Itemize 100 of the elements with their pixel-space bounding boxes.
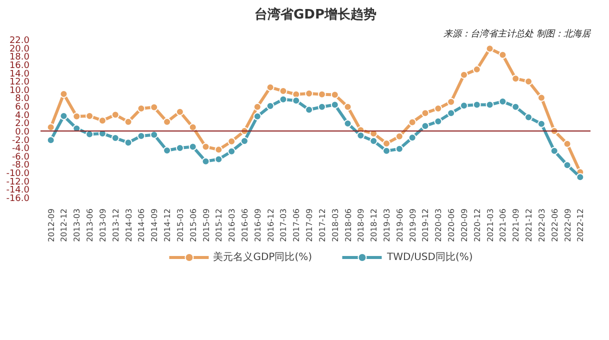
y-tick-label: -6.0	[12, 152, 30, 162]
point	[330, 90, 339, 99]
point	[253, 102, 262, 111]
x-tick-label: 2016-03	[228, 208, 237, 242]
point	[460, 102, 468, 110]
x-tick-label: 2020-03	[434, 208, 444, 242]
x-tick-label: 2014-09	[150, 208, 160, 242]
x-tick-label: 2018-03	[330, 208, 340, 242]
point	[382, 139, 391, 148]
point	[279, 95, 288, 104]
point	[150, 103, 158, 112]
x-tick-label: 2022-03	[537, 208, 546, 242]
point	[524, 113, 533, 122]
point	[228, 147, 236, 156]
point	[330, 100, 339, 109]
y-tick-label: -12.0	[6, 177, 30, 188]
x-tick-label: 2014-06	[137, 208, 146, 242]
point	[434, 117, 442, 126]
point	[240, 136, 248, 145]
x-tick-label: 2022-06	[550, 208, 560, 242]
point	[382, 146, 391, 155]
y-tick-label: 12.0	[9, 78, 30, 88]
x-tick-label: 2019-03	[382, 208, 392, 242]
legend-label: TWD/USD同比(%)	[387, 250, 473, 264]
point	[408, 118, 416, 126]
y-tick-label: 14.0	[9, 69, 30, 80]
x-tick-label: 2017-03	[279, 208, 288, 242]
point	[563, 140, 572, 148]
point	[498, 50, 507, 59]
y-tick-label: -2.0	[12, 136, 30, 146]
point	[512, 74, 520, 83]
x-tick-label: 2020-06	[447, 208, 456, 242]
point	[266, 102, 274, 110]
x-tick-label: 2015-06	[188, 208, 198, 242]
point	[447, 109, 456, 118]
y-tick-label: 2.0	[15, 119, 30, 130]
point	[253, 112, 262, 120]
point	[228, 137, 236, 146]
x-tick-label: 2020-09	[460, 208, 469, 242]
point	[421, 109, 430, 118]
x-tick-label: 2021-09	[512, 208, 521, 242]
x-tick-label: 2017-12	[318, 208, 327, 242]
point	[408, 134, 416, 142]
point	[137, 104, 146, 113]
point	[512, 102, 520, 111]
x-tick-label: 2012-12	[60, 208, 69, 242]
point	[318, 90, 326, 98]
point	[524, 78, 533, 86]
y-tick-label: 4.0	[15, 110, 30, 121]
x-tick-label: 2013-09	[98, 208, 108, 242]
y-tick-label: 16.0	[9, 60, 30, 71]
x-tick-label: 2021-06	[498, 208, 508, 242]
chart-title: 台湾省GDP增长趋势	[254, 6, 377, 22]
point	[395, 132, 404, 140]
point	[266, 83, 274, 92]
x-tick-label: 2017-06	[292, 208, 302, 242]
point	[447, 98, 456, 106]
y-tick-label: 22.0	[9, 36, 30, 46]
x-tick-label: 2015-09	[202, 208, 211, 242]
point	[124, 118, 132, 126]
point	[537, 94, 546, 102]
point	[472, 100, 481, 109]
point	[292, 96, 300, 105]
x-tick-label: 2021-12	[524, 208, 534, 242]
point	[150, 130, 158, 139]
point	[86, 112, 94, 120]
x-tick-label: 2016-06	[240, 208, 250, 242]
x-tick-label: 2017-09	[305, 208, 314, 242]
point	[124, 138, 132, 147]
x-tick-label: 2019-12	[421, 208, 430, 242]
x-tick-label: 2020-12	[472, 208, 482, 242]
point	[318, 102, 326, 111]
point	[98, 116, 106, 125]
y-tick-label: 10.0	[9, 86, 30, 96]
point	[202, 142, 210, 151]
point	[111, 110, 120, 119]
point	[214, 155, 223, 164]
point	[537, 120, 546, 128]
point	[344, 102, 352, 111]
x-tick-label: 2013-03	[72, 208, 82, 242]
legend-label: 美元名义GDP同比(%)	[213, 250, 312, 264]
x-tick-label: 2018-12	[370, 208, 379, 242]
x-tick-label: 2021-03	[486, 208, 495, 242]
y-tick-label: 0.0	[15, 127, 30, 138]
point	[72, 112, 81, 120]
point	[188, 123, 197, 132]
x-tick-label: 2015-12	[214, 208, 224, 242]
x-tick-label: 2013-12	[111, 208, 120, 242]
x-tick-label: 2015-03	[176, 208, 185, 242]
x-tick-label: 2016-12	[266, 208, 276, 242]
point	[550, 146, 558, 155]
point	[305, 106, 314, 114]
point	[163, 118, 172, 126]
x-tick-label: 2018-09	[356, 208, 366, 242]
x-tick-label: 2019-06	[395, 208, 404, 242]
point	[486, 100, 494, 109]
point	[486, 44, 494, 53]
point	[214, 146, 223, 154]
point	[60, 112, 68, 120]
point	[176, 108, 184, 116]
